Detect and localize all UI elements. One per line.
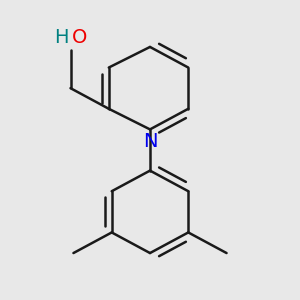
Text: H: H — [55, 28, 69, 47]
Text: N: N — [143, 132, 157, 151]
Text: O: O — [72, 28, 87, 47]
